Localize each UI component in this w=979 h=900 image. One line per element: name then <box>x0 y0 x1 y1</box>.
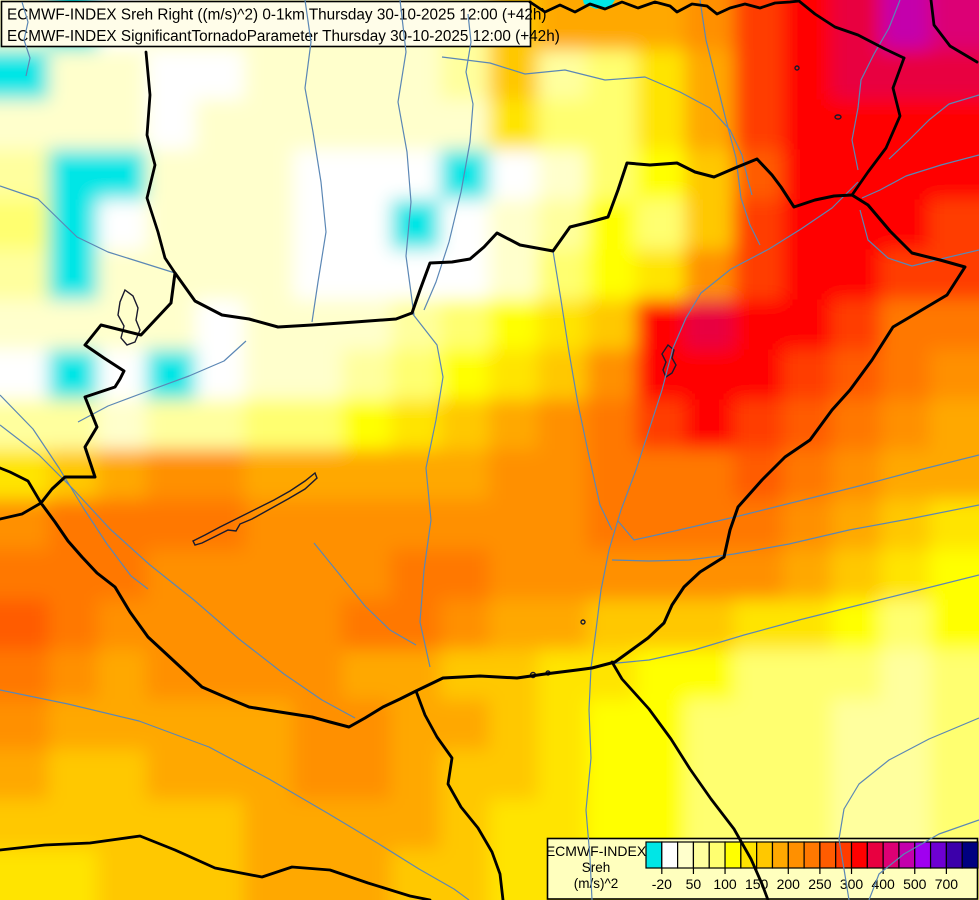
legend-tick-label: 300 <box>840 876 864 892</box>
legend-tick-label: 700 <box>935 876 959 892</box>
koros-river-south <box>611 504 979 562</box>
lake-balaton <box>192 471 318 546</box>
title-box: ECMWF-INDEX Sreh Right ((m/s)^2) 0-1km T… <box>0 0 560 48</box>
legend-color-cell <box>756 841 774 869</box>
mura-river <box>0 394 149 590</box>
river-over-titlebox <box>21 1 31 77</box>
legend-color-cell <box>961 841 979 869</box>
danube-river-hungary <box>411 312 444 668</box>
bodrog-river <box>851 0 901 171</box>
tisza-river <box>585 181 859 900</box>
legend-color-cell <box>787 841 805 869</box>
legend-tick-label: 400 <box>871 876 895 892</box>
legend-color-cell <box>724 841 742 869</box>
slovenia-austria-border <box>0 466 43 505</box>
slovakia-poland-border <box>797 0 906 60</box>
small-lake <box>580 619 586 625</box>
legend-color-cell <box>708 841 726 869</box>
legend-parameter: Sreh <box>582 860 611 875</box>
legend-color-cell <box>803 841 821 869</box>
czech-poland-slovakia-border <box>528 0 801 16</box>
maros-river <box>606 574 979 665</box>
raba-river <box>77 340 247 423</box>
legend-color-cell <box>929 841 947 869</box>
hernad-river <box>699 0 761 246</box>
legend-title: ECMWF-INDEX <box>546 843 647 859</box>
legend-color-cell <box>677 841 695 869</box>
legend-color-cell <box>661 841 679 869</box>
legend-color-cell <box>850 841 868 869</box>
lakes-layer <box>117 65 842 679</box>
legend-tick-label: 200 <box>777 876 801 892</box>
lake-tisza <box>661 343 677 379</box>
title-line-1: ECMWF-INDEX Sreh Right ((m/s)^2) 0-1km T… <box>7 7 547 24</box>
banat-river-north <box>838 717 979 900</box>
legend-color-cell <box>771 841 789 869</box>
vah-river <box>304 0 327 323</box>
legend-color-cell <box>819 841 837 869</box>
legend-color-cell <box>898 841 916 869</box>
legend-color-cell <box>866 841 884 869</box>
banat-river-south <box>868 819 979 900</box>
legend-tick-label: 50 <box>686 876 702 892</box>
legend-colorbar <box>645 841 979 869</box>
zagyva-river <box>552 250 613 531</box>
croatia-bosnia-border <box>0 834 432 900</box>
small-lake <box>794 65 800 71</box>
legend-tick-label: 250 <box>808 876 832 892</box>
legend-tick-label: 500 <box>903 876 927 892</box>
danube-river-upper <box>0 185 176 274</box>
sava-river <box>0 689 470 900</box>
latorica-river <box>861 154 979 199</box>
small-lake <box>834 114 842 120</box>
slovenia-croatia-border <box>0 501 43 521</box>
austria-slovakia-border <box>144 50 177 275</box>
sio-channel <box>313 542 417 646</box>
nitra-river <box>423 13 474 311</box>
upper-vah-river <box>441 56 753 196</box>
szamos-river <box>859 209 979 267</box>
lake-neusiedl <box>117 288 141 346</box>
legend-color-cell <box>645 841 663 869</box>
drava-river <box>0 424 356 719</box>
title-line-2: ECMWF-INDEX SignificantTornadoParameter … <box>7 28 560 45</box>
legend-tick-labels: -20 50 100 150 200 250 300 400 500 700 <box>652 876 959 892</box>
koros-river-north <box>617 454 979 541</box>
legend-color-cell <box>945 841 963 869</box>
legend-units: (m/s)^2 <box>574 876 619 891</box>
hungary-border <box>39 157 967 729</box>
legend-color-cell <box>692 841 710 869</box>
poland-ukraine-border <box>929 0 979 64</box>
uzh-river <box>888 94 979 160</box>
hron-river <box>397 0 415 316</box>
croatia-serbia-border <box>414 689 505 900</box>
serbia-romania-border <box>610 660 770 900</box>
legend-box: ECMWF-INDEX Sreh (m/s)^2 -20 50 100 150 200 2… <box>546 837 979 900</box>
legend-tick-label: -20 <box>652 876 672 892</box>
legend-tick-label: 100 <box>713 876 737 892</box>
slovakia-ukraine-border <box>850 56 906 197</box>
